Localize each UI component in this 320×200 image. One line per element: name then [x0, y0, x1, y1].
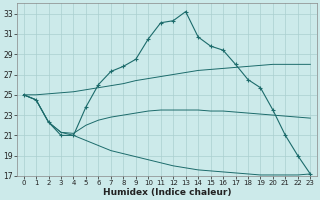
X-axis label: Humidex (Indice chaleur): Humidex (Indice chaleur) — [103, 188, 231, 197]
